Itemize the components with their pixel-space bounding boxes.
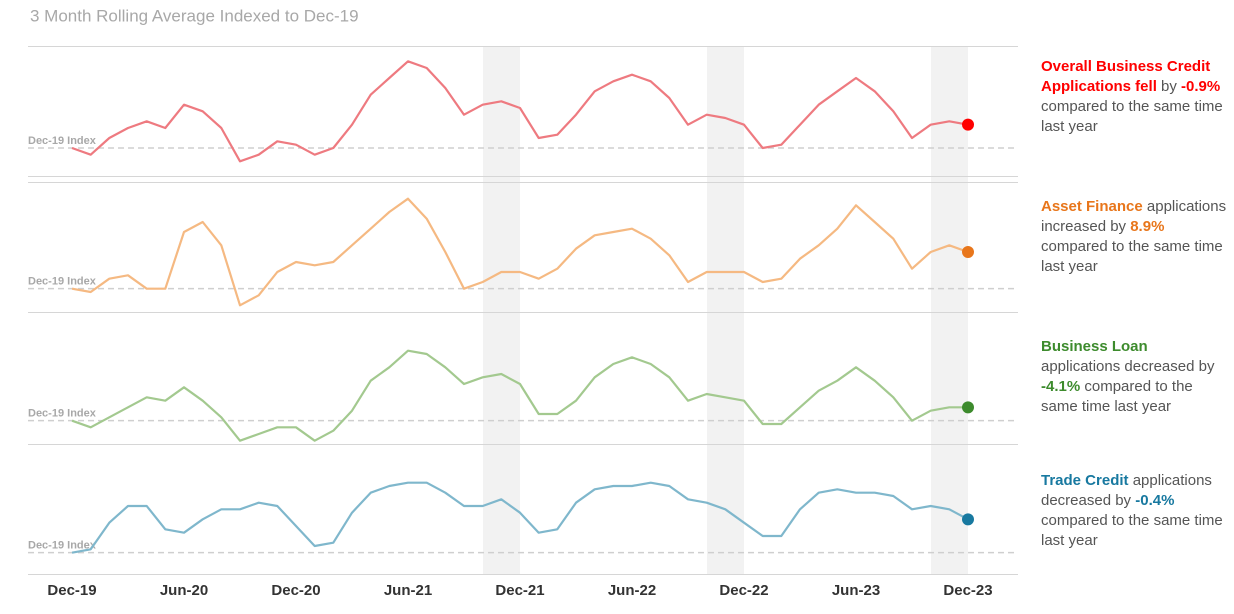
series-line (71, 60, 969, 163)
shade (931, 46, 968, 574)
annotation: Trade Credit applications decreased by -… (1041, 471, 1229, 551)
annotation-highlight: 8.9% (1130, 218, 1165, 235)
annotation-text: applications increased by (1041, 198, 1227, 235)
series-line (71, 197, 969, 307)
shade (707, 46, 744, 574)
annotation-text: compared to the same time last year (1041, 512, 1223, 549)
annotation-text: compared to the same time last year (1041, 98, 1223, 135)
reference-label: Dec-19 Index (28, 276, 97, 288)
x-tick-label: Dec-23 (943, 582, 992, 599)
series-name: Overall Business Credit Applications (1041, 58, 1211, 95)
annotation-text: applications decreased by (1041, 472, 1212, 509)
annotation: Business Loan applications decreased by … (1041, 337, 1229, 417)
annotation-text: compared to the same time last year (1041, 378, 1193, 415)
annotation: Asset Finance applications increased by … (1041, 197, 1229, 277)
annotation-highlight: fell (1131, 78, 1157, 95)
x-tick-label: Jun-22 (608, 582, 656, 599)
annotation: Overall Business Credit Applications fel… (1041, 57, 1229, 137)
shading (483, 46, 968, 574)
end-dot (962, 401, 974, 414)
series-line (71, 481, 969, 554)
annotation-highlight: -4.1% (1041, 378, 1081, 395)
end-dot (962, 513, 974, 526)
annotation-text: compared to the same time last year (1041, 238, 1223, 275)
x-tick-label: Jun-23 (832, 582, 880, 599)
shade (483, 46, 520, 574)
x-tick-label: Dec-21 (495, 582, 544, 599)
series-name: Trade Credit (1041, 472, 1129, 489)
series-name: Asset Finance (1041, 198, 1143, 215)
reference-label: Dec-19 Index (28, 540, 97, 552)
series-name: Business Loan (1041, 338, 1148, 355)
end-dot (962, 246, 974, 258)
x-tick-label: Jun-21 (384, 582, 432, 599)
reference-label: Dec-19 Index (28, 135, 97, 147)
x-tick-label: Jun-20 (160, 582, 208, 599)
annotation-highlight: -0.9% (1181, 78, 1221, 95)
x-tick-label: Dec-19 (47, 582, 96, 599)
annotation-text: applications decreased by (1041, 358, 1215, 375)
x-tick-label: Dec-20 (271, 582, 320, 599)
panel-borders (28, 46, 1018, 575)
series-line (71, 349, 968, 442)
end-dot (962, 118, 974, 131)
annotation-text: by (1156, 78, 1182, 95)
chart-title: 3 Month Rolling Average Indexed to Dec-1… (30, 6, 359, 25)
x-tick-label: Dec-22 (719, 582, 768, 599)
annotation-highlight: -0.4% (1135, 492, 1175, 509)
reference-label: Dec-19 Index (28, 408, 97, 420)
